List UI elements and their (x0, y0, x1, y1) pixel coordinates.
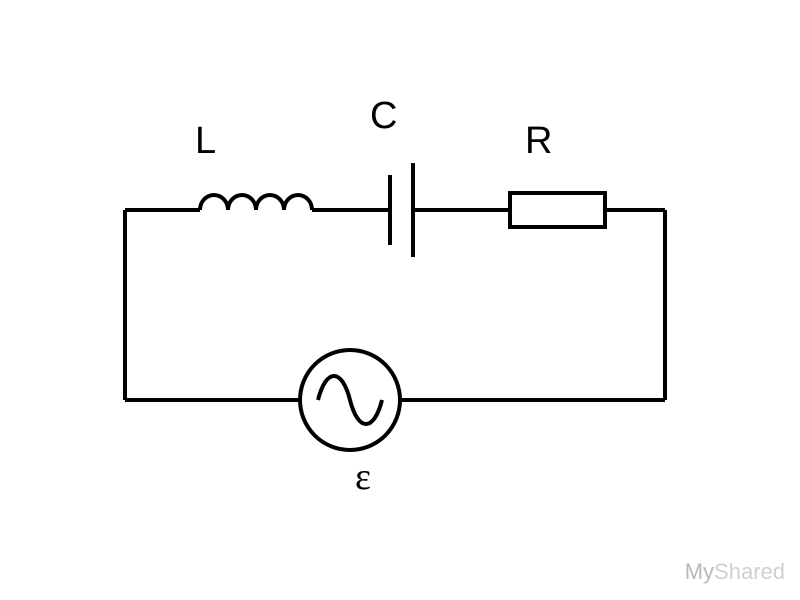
resistor-symbol (510, 193, 605, 227)
label-source: ε (355, 455, 371, 499)
inductor-symbol (200, 195, 312, 210)
watermark: MyShared (685, 559, 785, 585)
label-resistor: R (525, 120, 552, 163)
label-inductor: L (195, 120, 216, 163)
circuit-diagram (0, 0, 800, 600)
watermark-suffix: Shared (714, 559, 785, 584)
watermark-prefix: My (685, 559, 714, 584)
label-capacitor: C (370, 95, 397, 138)
